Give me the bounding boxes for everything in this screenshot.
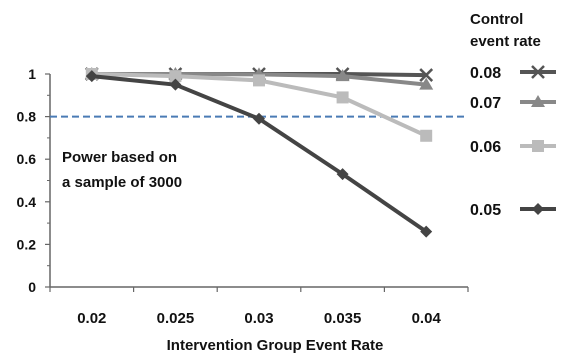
series-layer bbox=[84, 67, 434, 238]
data-point-0.06 bbox=[169, 70, 182, 83]
x-axis-title: Intervention Group Event Rate bbox=[167, 337, 384, 354]
y-tick-labels: 0 0.2 0.4 0.6 0.8 1 bbox=[17, 66, 50, 295]
x-tick-label: 0.03 bbox=[244, 310, 273, 327]
y-tick-label: 0 bbox=[28, 279, 36, 295]
x-tick-label: 0.035 bbox=[324, 310, 362, 327]
data-point-0.05 bbox=[253, 112, 265, 125]
x-tick-label: 0.02 bbox=[77, 310, 106, 327]
x-tick-label: 0.04 bbox=[412, 310, 442, 327]
annotation-line-2: a sample of 3000 bbox=[62, 174, 182, 191]
legend-item-0.06: 0.06 bbox=[470, 139, 556, 156]
data-point-0.05 bbox=[169, 78, 182, 91]
y-tick-label: 0.4 bbox=[17, 194, 37, 210]
legend-marker bbox=[531, 95, 545, 107]
data-point-0.06 bbox=[253, 74, 265, 87]
data-point-0.05 bbox=[420, 225, 433, 238]
data-point-0.07 bbox=[335, 69, 350, 82]
x-tick-labels: 0.02 0.025 0.03 0.035 0.04 bbox=[49, 287, 469, 327]
legend: 0.08 0.07 0.06 0.05 bbox=[470, 65, 556, 219]
legend-label: 0.05 bbox=[470, 202, 501, 219]
legend-item-0.07: 0.07 bbox=[470, 95, 556, 112]
data-point-0.08 bbox=[419, 68, 434, 82]
legend-item-0.05: 0.05 bbox=[470, 202, 556, 219]
data-point-0.05 bbox=[85, 70, 98, 83]
y-tick-label: 0.6 bbox=[17, 151, 37, 167]
data-point-0.05 bbox=[336, 168, 349, 181]
x-tick-label: 0.025 bbox=[157, 310, 195, 327]
legend-title-line-2: event rate bbox=[470, 33, 541, 50]
legend-label: 0.08 bbox=[470, 65, 501, 82]
y-tick-label: 0.8 bbox=[17, 109, 37, 125]
y-tick-label: 1 bbox=[28, 66, 36, 82]
legend-marker bbox=[531, 65, 545, 79]
data-point-0.06 bbox=[420, 129, 433, 142]
data-point-0.07 bbox=[419, 77, 434, 90]
legend-label: 0.07 bbox=[470, 95, 501, 112]
legend-marker bbox=[532, 203, 544, 215]
legend-label: 0.06 bbox=[470, 139, 501, 156]
annotation-line-1: Power based on bbox=[62, 149, 177, 166]
legend-title-line-1: Control bbox=[470, 11, 523, 28]
y-tick-label: 0.2 bbox=[17, 236, 37, 252]
data-point-0.06 bbox=[336, 91, 349, 104]
series-0.05 bbox=[85, 70, 433, 238]
legend-item-0.08: 0.08 bbox=[470, 65, 556, 82]
legend-marker bbox=[532, 140, 544, 152]
